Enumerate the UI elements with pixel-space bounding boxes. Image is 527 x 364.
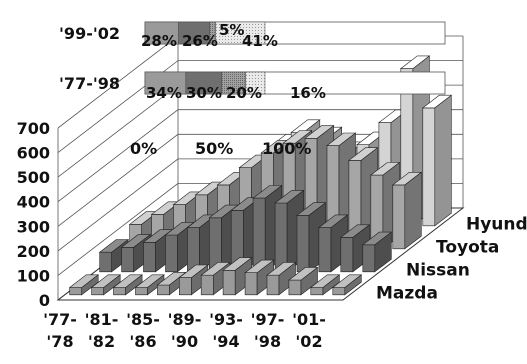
y-tick-label: 400 [17,193,50,212]
share-segment-hyundai [245,71,266,95]
y-tick-label: 500 [17,168,50,187]
bar-hyundai-12 [421,94,453,227]
x-tick-label: '89- [168,310,202,329]
x-tick-label: '86 [129,332,156,351]
bar-mazda-5 [178,264,209,296]
y-tick-label: 600 [17,144,50,163]
x-tick-label: '94 [212,332,239,351]
y-tick-label: 700 [17,119,50,138]
share-bars [144,21,446,95]
bar-nissan-12 [361,231,393,273]
bar-mazda-8 [244,259,275,296]
bar-mazda-7 [222,256,253,296]
share-value-mazda: 28% [141,32,177,50]
x-tick-label: '82 [88,332,115,351]
x-tick-label: '77- [43,310,77,329]
bar-toyota-12 [391,171,423,250]
bar-mazda-0 [68,274,100,296]
y-tick-label: 300 [17,217,50,236]
x-tick-label: '93- [209,310,243,329]
series-label-toyota: Toyota [436,238,499,258]
x-tick-label: '02 [295,332,322,351]
labels: 0 100 200 300 400 500 600 700 '77- '78 '81- '82 '85-… [17,21,527,351]
share-segment-hyundai [215,21,266,45]
share-value-hyundai: 16% [290,84,326,102]
share-value-toyota: 5% [219,21,244,39]
share-scale-label: 100% [262,139,311,158]
share-scale-label: 0% [130,139,157,158]
series-label-mazda: Mazda [376,284,438,304]
y-tick-label: 200 [17,242,50,261]
x-tick-label: '98 [254,332,281,351]
share-value-nissan: 26% [182,32,218,50]
bar-nissan-8 [274,189,305,273]
bar-mazda-1 [90,274,122,296]
share-scale-label: 50% [195,139,233,158]
bars [68,55,453,296]
x-tick-label: '97- [251,310,285,329]
bar-mazda-12 [331,274,363,296]
series-label-nissan: Nissan [406,261,470,281]
x-tick-label: '85- [126,310,160,329]
y-tick-label: 0 [39,291,50,310]
share-period-label: '77-'98 [59,74,120,93]
x-tick-label: '90 [171,332,198,351]
share-value-nissan: 30% [186,84,222,102]
y-tick-label: 100 [17,266,50,285]
share-value-mazda: 34% [146,84,182,102]
share-value-toyota: 20% [226,84,262,102]
share-value-hyundai: 41% [242,32,278,50]
x-tick-label: '01- [292,310,326,329]
bar-mazda-11 [309,274,341,296]
share-period-label: '99-'02 [59,24,120,43]
x-tick-label: '81- [85,310,119,329]
series-label-hyundai: Hyundai [466,215,527,235]
bar-mazda-3 [134,274,165,296]
bar-mazda-10 [288,266,319,296]
x-tick-label: '78 [46,332,73,351]
